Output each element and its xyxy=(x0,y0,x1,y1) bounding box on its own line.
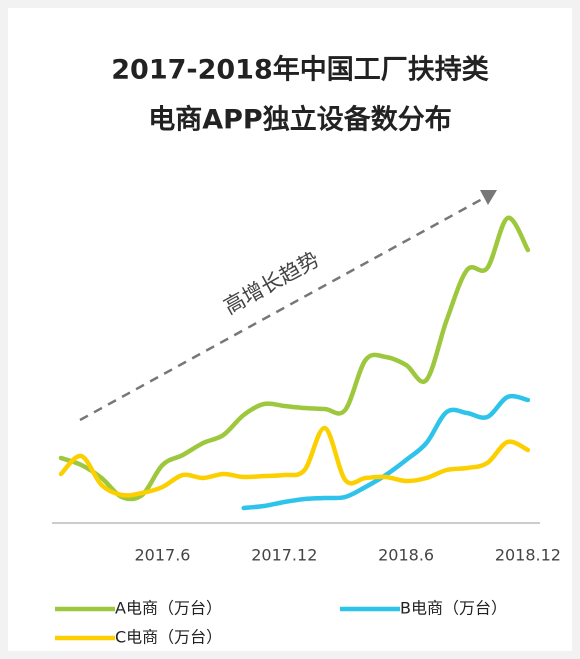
x-tick-label: 2017.6 xyxy=(135,546,191,565)
chart-title: 电商APP独立设备数分布 xyxy=(148,104,451,136)
x-tick-label: 2018.6 xyxy=(378,546,434,565)
trend-arrow xyxy=(79,196,485,422)
line xyxy=(58,215,531,502)
x-tick-label: 2018.12 xyxy=(495,546,561,565)
card xyxy=(8,8,572,651)
legend-label: C电商（万台） xyxy=(115,628,222,647)
line xyxy=(58,425,531,498)
legend-label: B电商（万台） xyxy=(400,599,507,618)
x-tick-label: 2017.12 xyxy=(251,546,317,565)
chart-title: 2017-2018年中国工厂扶持类 xyxy=(111,54,489,86)
legend-label: A电商（万台） xyxy=(115,599,222,618)
arrow-head xyxy=(480,190,497,205)
